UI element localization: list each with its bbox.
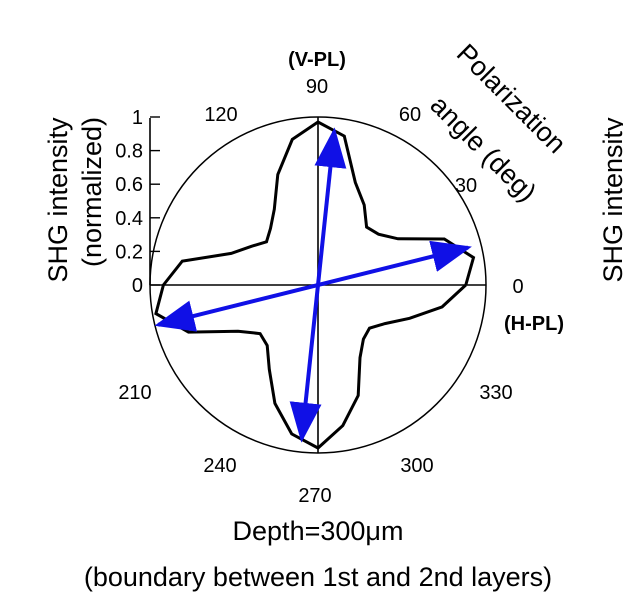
angle-label-60: 60: [399, 104, 421, 126]
angle-label-90: 90: [306, 76, 328, 98]
h-pl-label: (H-PL): [504, 313, 564, 335]
angle-label-330: 330: [479, 382, 512, 404]
radial-axis-title-line2: (normalized): [77, 117, 107, 267]
angle-label-0: 0: [512, 276, 523, 298]
angle-label-30: 30: [455, 175, 477, 197]
radial-tick-label: 0.6: [115, 174, 143, 196]
radial-tick-label: 0.2: [115, 241, 143, 263]
caption-line2: (boundary between 1st and 2nd layers): [84, 562, 552, 592]
angle-label-210: 210: [118, 382, 151, 404]
radial-tick-label: 0.4: [115, 208, 143, 230]
vertical-polarization-arrow: [289, 127, 347, 443]
angle-label-270: 270: [298, 485, 331, 507]
caption-line1: Depth=300μm: [233, 516, 404, 546]
radial-tick-label: 0: [132, 275, 143, 297]
radial-tick-label: 1: [132, 107, 143, 129]
radial-axis-title-line1: SHG intensity: [43, 117, 73, 283]
angle-label-300: 300: [400, 455, 433, 477]
angle-label-240: 240: [203, 455, 236, 477]
right-partial-label: SHG intensity: [598, 117, 623, 283]
angle-label-120: 120: [204, 104, 237, 126]
radial-tick-label: 0.8: [115, 141, 143, 163]
v-pl-label: (V-PL): [288, 49, 346, 71]
